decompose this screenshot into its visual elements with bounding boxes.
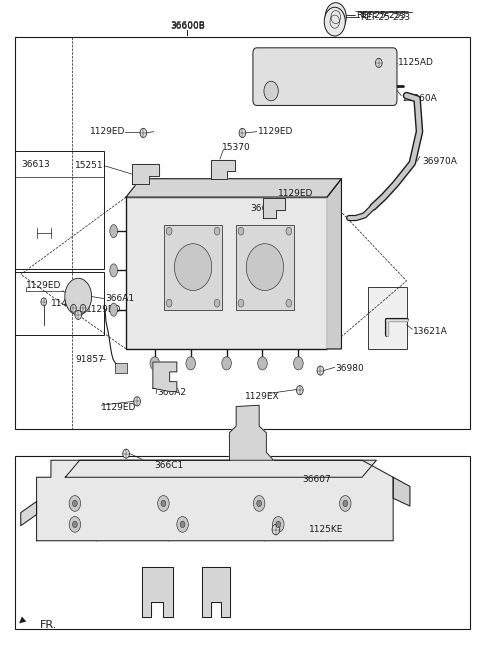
Circle shape [134,397,141,406]
Text: 25360A: 25360A [403,94,437,104]
Circle shape [297,386,303,395]
Circle shape [123,449,130,459]
Text: 1129ED: 1129ED [101,403,137,413]
Circle shape [80,304,86,312]
Circle shape [339,495,351,511]
Text: 15251: 15251 [75,161,104,170]
Polygon shape [142,567,173,617]
Polygon shape [21,501,36,525]
Circle shape [253,495,265,511]
Polygon shape [211,161,235,178]
Bar [368,287,407,349]
Circle shape [324,7,345,36]
Text: 366A1: 366A1 [105,294,134,303]
Text: 13621A: 13621A [413,327,448,337]
Bar [236,224,294,310]
Circle shape [75,310,82,319]
Circle shape [286,227,292,235]
Text: 1129ED: 1129ED [25,281,61,290]
Text: 36970A: 36970A [422,157,457,165]
FancyBboxPatch shape [253,48,397,106]
Circle shape [214,299,220,307]
Text: 36600B: 36600B [170,21,205,30]
Text: REF.25-253: REF.25-253 [360,12,410,22]
Text: 1140FF: 1140FF [51,298,84,308]
Text: 1129ED: 1129ED [258,127,293,136]
Circle shape [222,357,231,370]
Circle shape [239,129,246,138]
Text: 1129ED: 1129ED [86,305,121,314]
Bar [115,363,127,373]
Circle shape [264,81,278,101]
Ellipse shape [246,244,284,291]
Text: 1129ED: 1129ED [278,190,313,198]
Text: 15370: 15370 [222,144,251,152]
Bar [15,37,470,430]
Circle shape [273,516,284,532]
Circle shape [186,357,195,370]
Polygon shape [65,461,376,478]
Circle shape [294,357,303,370]
Circle shape [325,3,346,31]
Text: 1125AD: 1125AD [398,58,434,68]
Text: 1125KE: 1125KE [310,525,344,534]
Ellipse shape [174,244,212,291]
Polygon shape [153,362,177,392]
Polygon shape [327,178,341,349]
Text: 366C1: 366C1 [154,461,183,470]
Circle shape [166,299,172,307]
Circle shape [177,516,188,532]
Circle shape [276,521,281,527]
Polygon shape [202,567,230,617]
Circle shape [258,357,267,370]
Ellipse shape [110,264,118,277]
Circle shape [180,521,185,527]
Text: 36613: 36613 [21,160,49,169]
Polygon shape [229,405,274,461]
Circle shape [65,278,92,315]
Text: 366A0: 366A0 [251,204,280,213]
Ellipse shape [110,224,118,237]
Text: 1129EX: 1129EX [245,392,279,401]
Circle shape [72,500,77,506]
Circle shape [71,304,76,312]
Circle shape [69,516,81,532]
Circle shape [238,299,244,307]
Circle shape [140,129,147,138]
Circle shape [238,227,244,235]
Circle shape [214,227,220,235]
Circle shape [161,500,166,506]
Circle shape [150,357,159,370]
Circle shape [257,500,262,506]
Text: 366A2: 366A2 [157,388,187,397]
Bar [15,456,470,629]
Ellipse shape [110,303,118,316]
Circle shape [343,500,348,506]
Polygon shape [36,461,393,541]
Text: 36607: 36607 [302,476,331,484]
Polygon shape [393,478,410,506]
Circle shape [286,299,292,307]
FancyBboxPatch shape [126,197,327,349]
Text: REF.25-253: REF.25-253 [356,10,406,20]
Text: 36980: 36980 [336,364,364,373]
Bar [15,152,104,269]
Polygon shape [132,165,158,184]
Circle shape [317,366,324,375]
Text: 1129ED: 1129ED [90,127,125,136]
Polygon shape [263,198,285,218]
Bar [15,272,104,335]
Bar [164,224,222,310]
Circle shape [375,58,382,68]
Circle shape [69,495,81,511]
Circle shape [157,495,169,511]
Text: 36600B: 36600B [170,22,205,31]
Polygon shape [126,178,341,197]
Text: FR.: FR. [40,620,57,630]
Circle shape [72,521,77,527]
Circle shape [41,298,47,306]
Text: 91857: 91857 [75,355,104,364]
Circle shape [272,524,280,535]
Circle shape [166,227,172,235]
